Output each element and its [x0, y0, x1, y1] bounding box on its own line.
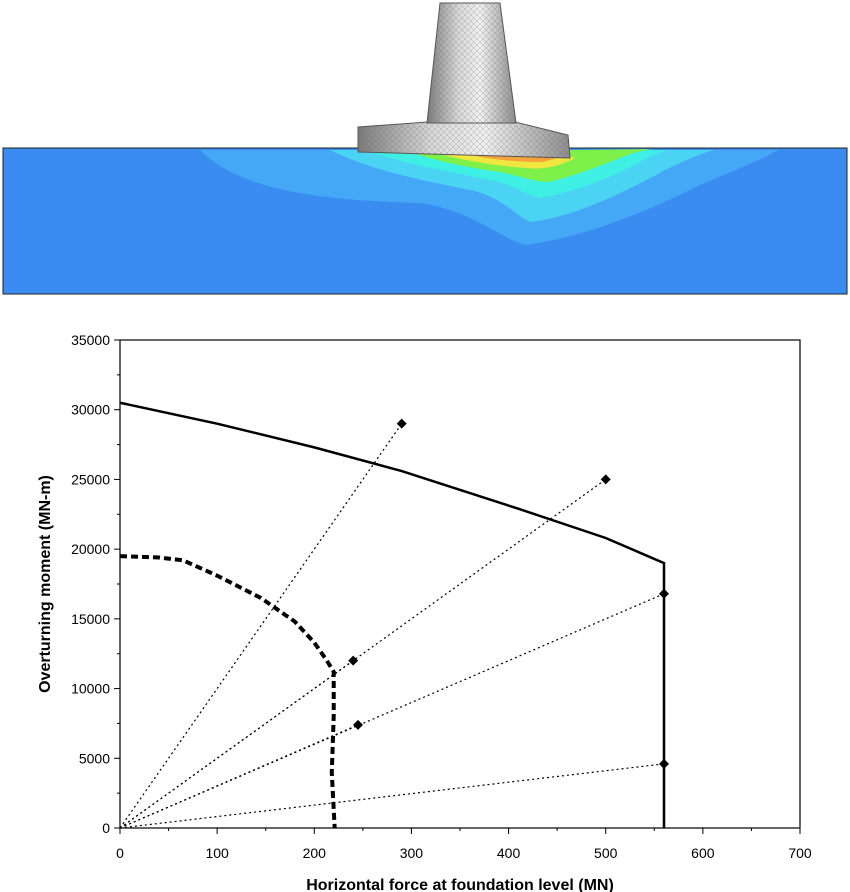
diamond-marker [396, 418, 407, 429]
load-path-line [119, 660, 354, 829]
diamond-marker [353, 719, 363, 730]
x-tick-label: 100 [205, 845, 229, 861]
y-tick-label: 10000 [71, 681, 110, 697]
y-tick-label: 35000 [71, 332, 110, 348]
failure-envelope-line [119, 401, 666, 828]
x-tick-label: 0 [116, 845, 124, 861]
foundation-base-mesh [358, 122, 570, 158]
tower-shaft-mesh [427, 3, 516, 123]
x-tick-label: 300 [400, 845, 424, 861]
x-tick-label: 500 [594, 845, 618, 861]
x-axis-title: Horizontal force at foundation level (MN… [306, 877, 614, 892]
load-path-line [119, 423, 403, 829]
y-tick-label: 15000 [71, 611, 110, 627]
load-path-line [119, 593, 665, 829]
load-path-line [119, 724, 359, 829]
y-axis-ticks: 0 5000 10000 15000 20000 25000 30000 35000 [71, 332, 120, 836]
y-tick-label: 25000 [71, 471, 110, 487]
interaction-diagram: 0 100 200 300 400 500 600 700 0 5000 10000 15000 20… [37, 332, 812, 892]
diamond-marker [348, 655, 359, 666]
diamond-marker [600, 474, 611, 485]
y-tick-label: 5000 [79, 750, 110, 766]
series-layer [119, 401, 669, 829]
y-tick-label: 30000 [71, 402, 110, 418]
x-axis-ticks: 0 100 200 300 400 500 600 700 [116, 828, 812, 861]
yield-envelope-line [119, 554, 337, 829]
load-path-line [119, 478, 607, 829]
y-tick-label: 0 [102, 820, 110, 836]
y-tick-label: 20000 [71, 541, 110, 557]
x-tick-label: 600 [691, 845, 715, 861]
y-axis-title: Overturning moment (MN-m) [37, 475, 54, 693]
x-tick-label: 700 [788, 845, 812, 861]
diamond-marker [659, 758, 669, 769]
load-path-line [119, 763, 665, 829]
x-tick-label: 200 [303, 845, 327, 861]
diamond-marker [659, 588, 669, 599]
x-tick-label: 400 [497, 845, 521, 861]
fem-foundation-figure [2, 2, 848, 295]
